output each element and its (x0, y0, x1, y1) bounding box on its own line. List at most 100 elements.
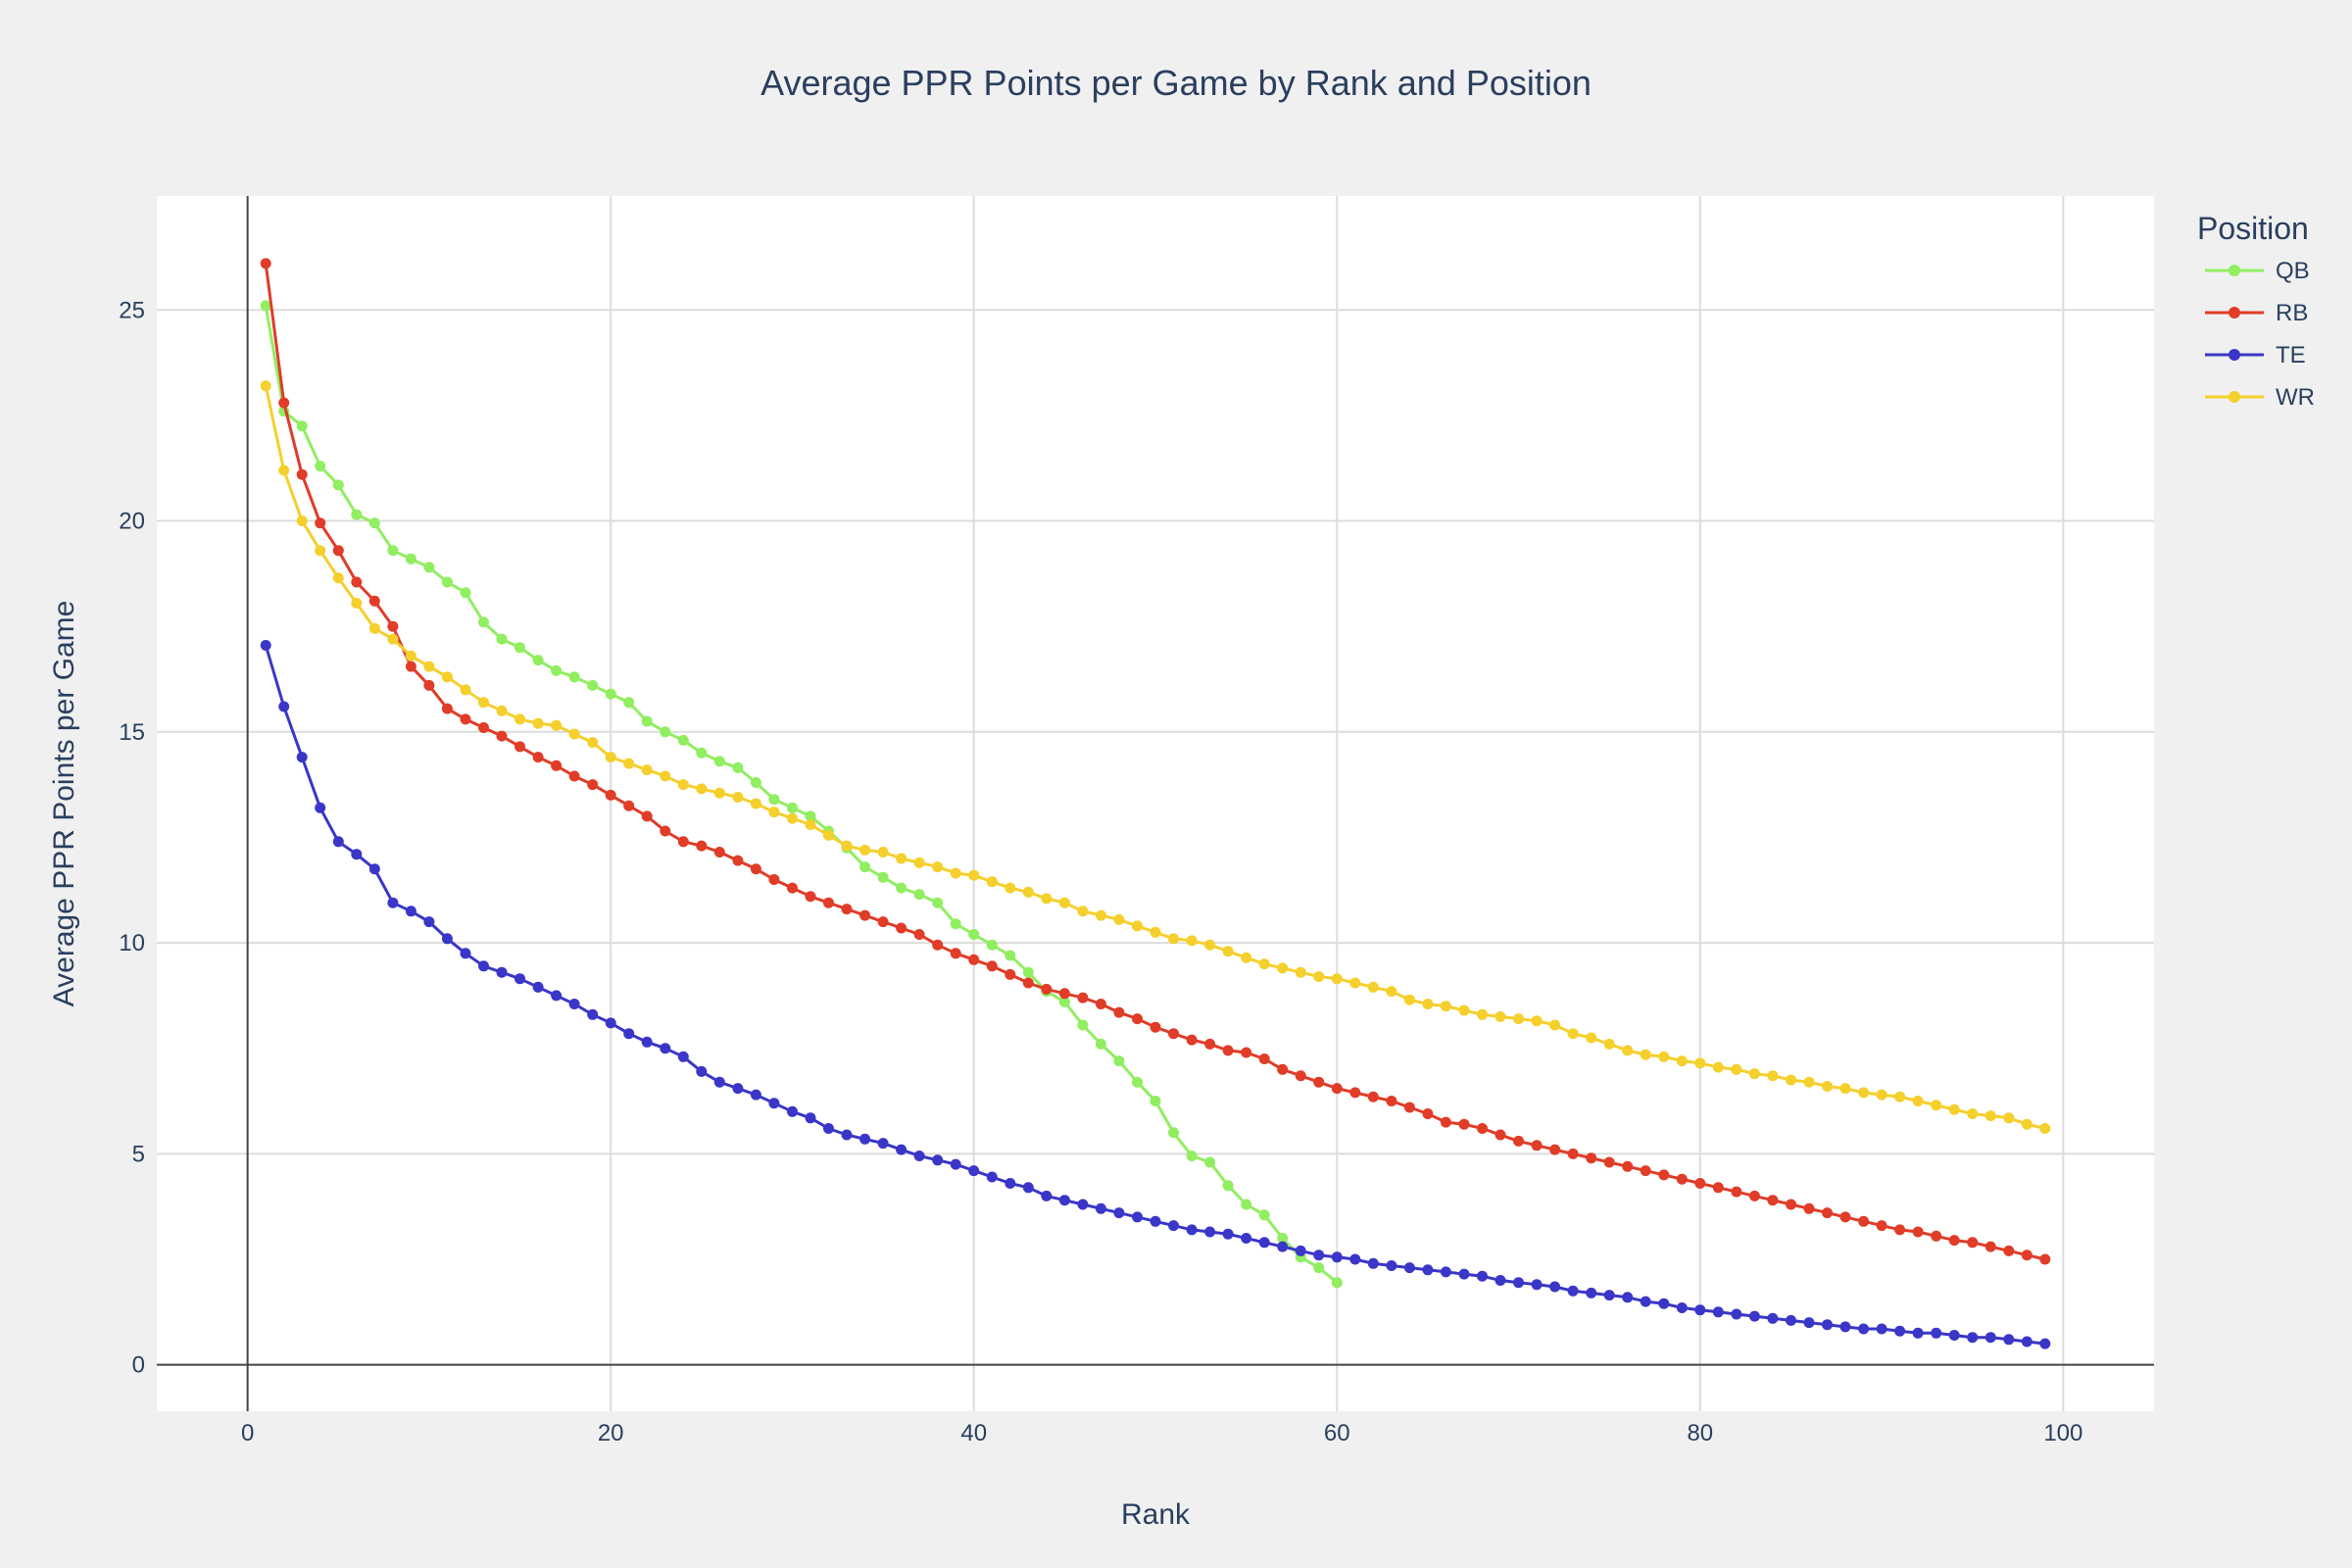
data-point-wr[interactable] (1168, 933, 1179, 945)
data-point-wr[interactable] (387, 633, 399, 645)
data-point-te[interactable] (1004, 1178, 1016, 1189)
data-point-wr[interactable] (805, 819, 816, 830)
data-point-rb[interactable] (387, 620, 399, 632)
data-point-qb[interactable] (1077, 1019, 1089, 1031)
data-point-rb[interactable] (768, 874, 780, 885)
data-point-te[interactable] (1168, 1220, 1179, 1232)
data-point-te[interactable] (805, 1112, 816, 1124)
data-point-te[interactable] (877, 1138, 889, 1150)
data-point-rb[interactable] (1168, 1028, 1179, 1040)
legend-item-te[interactable]: TE (2205, 342, 2306, 368)
data-point-wr[interactable] (478, 697, 489, 709)
data-point-rb[interactable] (1676, 1173, 1688, 1185)
data-point-wr[interactable] (441, 671, 453, 683)
data-point-wr[interactable] (1386, 986, 1397, 998)
data-point-wr[interactable] (1712, 1061, 1724, 1073)
data-point-te[interactable] (1948, 1330, 1960, 1341)
data-point-wr[interactable] (1948, 1103, 1960, 1115)
data-point-qb[interactable] (1258, 1209, 1270, 1221)
data-point-rb[interactable] (1022, 977, 1034, 989)
data-point-wr[interactable] (332, 572, 344, 584)
data-point-qb[interactable] (1022, 966, 1034, 978)
data-point-qb[interactable] (660, 726, 671, 738)
data-point-wr[interactable] (460, 684, 471, 696)
data-point-rb[interactable] (623, 800, 635, 811)
data-point-rb[interactable] (1331, 1083, 1343, 1095)
data-point-wr[interactable] (405, 650, 416, 662)
data-point-wr[interactable] (1622, 1045, 1634, 1056)
data-point-wr[interactable] (1477, 1008, 1488, 1020)
data-point-wr[interactable] (1095, 909, 1106, 921)
data-point-te[interactable] (568, 999, 580, 1009)
data-point-wr[interactable] (623, 758, 635, 769)
data-point-te[interactable] (1586, 1287, 1597, 1298)
data-point-rb[interactable] (1440, 1116, 1451, 1128)
data-point-qb[interactable] (1186, 1151, 1198, 1161)
data-point-rb[interactable] (1984, 1241, 1996, 1252)
data-point-wr[interactable] (1440, 1001, 1451, 1012)
data-point-te[interactable] (1440, 1266, 1451, 1278)
data-point-te[interactable] (387, 897, 399, 908)
data-point-wr[interactable] (1676, 1055, 1688, 1067)
legend-item-qb[interactable]: QB (2205, 258, 2310, 284)
data-point-rb[interactable] (1803, 1202, 1815, 1214)
data-point-te[interactable] (351, 849, 363, 860)
data-point-te[interactable] (1603, 1290, 1615, 1301)
data-point-te[interactable] (1694, 1304, 1706, 1316)
data-point-te[interactable] (660, 1043, 671, 1054)
data-point-te[interactable] (1912, 1327, 1924, 1339)
data-point-rb[interactable] (568, 770, 580, 782)
data-point-qb[interactable] (968, 929, 980, 940)
data-point-rb[interactable] (1931, 1230, 1942, 1242)
data-point-qb[interactable] (532, 655, 544, 666)
data-point-rb[interactable] (1712, 1182, 1724, 1194)
data-point-te[interactable] (859, 1133, 871, 1145)
data-point-wr[interactable] (532, 717, 544, 729)
data-point-te[interactable] (1786, 1314, 1796, 1326)
data-point-wr[interactable] (551, 719, 563, 731)
data-point-wr[interactable] (1222, 946, 1234, 957)
data-point-te[interactable] (1241, 1233, 1252, 1244)
data-point-wr[interactable] (823, 829, 834, 841)
data-point-wr[interactable] (1041, 893, 1053, 905)
data-point-te[interactable] (2003, 1334, 2015, 1346)
data-point-wr[interactable] (2003, 1112, 2015, 1124)
data-point-qb[interactable] (1168, 1127, 1179, 1139)
data-point-rb[interactable] (1694, 1178, 1706, 1189)
data-point-rb[interactable] (1222, 1045, 1234, 1056)
data-point-te[interactable] (1513, 1277, 1524, 1289)
data-point-wr[interactable] (1549, 1019, 1561, 1031)
data-point-qb[interactable] (423, 562, 435, 573)
data-point-qb[interactable] (405, 553, 416, 564)
data-point-te[interactable] (1095, 1202, 1106, 1214)
data-point-wr[interactable] (1822, 1081, 1833, 1092)
legend-item-wr[interactable]: WR (2205, 384, 2315, 411)
data-point-te[interactable] (1349, 1253, 1361, 1265)
data-point-rb[interactable] (1132, 1013, 1143, 1025)
data-point-qb[interactable] (986, 939, 998, 951)
data-point-te[interactable] (1748, 1310, 1760, 1322)
data-point-qb[interactable] (332, 479, 344, 491)
data-point-te[interactable] (1041, 1190, 1053, 1201)
data-point-te[interactable] (1567, 1285, 1579, 1297)
data-point-te[interactable] (405, 906, 416, 917)
data-point-rb[interactable] (1658, 1169, 1670, 1181)
data-point-rb[interactable] (660, 825, 671, 837)
data-point-rb[interactable] (1876, 1220, 1887, 1232)
data-point-rb[interactable] (841, 904, 853, 915)
data-point-qb[interactable] (387, 545, 399, 557)
data-point-qb[interactable] (1313, 1262, 1325, 1274)
data-point-wr[interactable] (1258, 958, 1270, 970)
data-point-te[interactable] (1622, 1292, 1634, 1303)
data-point-te[interactable] (1640, 1296, 1651, 1307)
data-point-wr[interactable] (750, 798, 761, 809)
data-point-te[interactable] (1422, 1264, 1434, 1276)
data-point-rb[interactable] (1494, 1129, 1506, 1141)
data-point-rb[interactable] (1277, 1063, 1289, 1075)
data-point-rb[interactable] (278, 397, 290, 409)
data-point-rb[interactable] (1567, 1148, 1579, 1159)
data-point-qb[interactable] (932, 897, 944, 908)
data-point-wr[interactable] (1295, 966, 1306, 978)
data-point-wr[interactable] (568, 728, 580, 740)
data-point-te[interactable] (1731, 1308, 1742, 1320)
